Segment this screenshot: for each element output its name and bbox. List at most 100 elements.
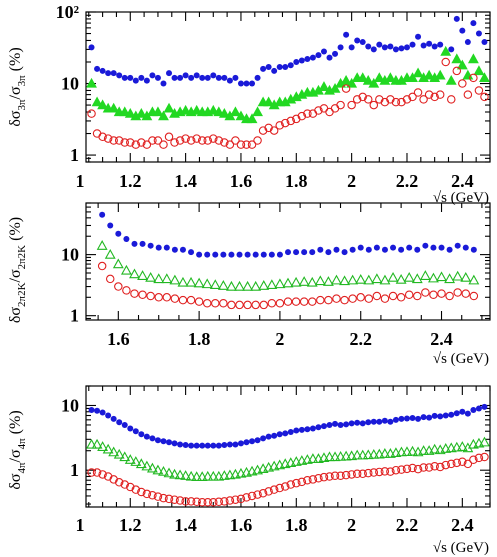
- data-point: [218, 107, 230, 118]
- data-point: [479, 436, 490, 447]
- data-point: [159, 493, 168, 503]
- data-point: [132, 428, 139, 435]
- x-tick-label: 2: [347, 171, 356, 191]
- data-point: [264, 123, 273, 133]
- data-point: [282, 64, 289, 71]
- data-point: [159, 140, 168, 149]
- y-axis-label-part: (%): [7, 217, 24, 245]
- data-point: [429, 290, 438, 300]
- data-point: [88, 407, 95, 414]
- data-point: [453, 288, 462, 297]
- x-tick-label: 1: [76, 515, 85, 535]
- y-tick-label: 1: [70, 460, 79, 480]
- data-point: [242, 140, 251, 149]
- data-point: [371, 273, 383, 284]
- data-point: [324, 451, 335, 462]
- data-point: [211, 298, 220, 308]
- data-point: [435, 90, 445, 99]
- data-point: [252, 106, 263, 117]
- data-point: [470, 407, 477, 414]
- data-point: [123, 236, 130, 243]
- x-tick-label: 2: [275, 329, 284, 349]
- data-point: [408, 92, 417, 102]
- data-point: [460, 271, 472, 282]
- plot-frame: [85, 11, 491, 163]
- data-point: [242, 280, 254, 291]
- series-filled-circle: [99, 211, 477, 258]
- data-point: [218, 470, 230, 480]
- data-point: [435, 462, 445, 472]
- x-tick-label: 2.4: [451, 171, 474, 191]
- data-point: [92, 129, 102, 138]
- data-point: [228, 251, 235, 258]
- data-point: [192, 134, 201, 143]
- data-point: [341, 249, 348, 256]
- y-tick-label: 10²: [56, 2, 79, 22]
- data-point: [127, 74, 134, 81]
- y-axis-label-part: /σ: [7, 449, 24, 462]
- data-point: [188, 74, 195, 81]
- data-point: [158, 110, 169, 121]
- data-point: [96, 240, 108, 250]
- data-point: [266, 279, 278, 289]
- data-point: [249, 438, 256, 445]
- data-point: [419, 270, 431, 280]
- data-point: [137, 270, 148, 280]
- data-point: [169, 468, 180, 479]
- data-point: [97, 261, 107, 271]
- data-point: [199, 442, 206, 449]
- data-point: [351, 449, 363, 460]
- data-point: [236, 494, 246, 504]
- data-point: [267, 298, 277, 308]
- data-point: [330, 471, 340, 481]
- data-point: [131, 140, 141, 149]
- data-point: [119, 106, 131, 117]
- data-point: [448, 46, 455, 53]
- data-point: [260, 65, 267, 72]
- data-point: [121, 74, 128, 81]
- data-point: [368, 77, 380, 88]
- data-point: [286, 116, 296, 126]
- data-point: [456, 59, 468, 70]
- data-point: [348, 294, 357, 303]
- data-point: [451, 441, 463, 452]
- data-point: [349, 246, 356, 253]
- data-point: [462, 244, 469, 251]
- data-point: [464, 410, 471, 417]
- data-point: [161, 273, 173, 284]
- series-open-circle: [87, 452, 489, 507]
- data-point: [370, 418, 377, 425]
- data-point: [119, 451, 131, 462]
- data-point: [145, 271, 157, 282]
- data-point: [335, 451, 347, 461]
- x-tick-label: 1.6: [107, 329, 130, 349]
- data-point: [162, 293, 172, 302]
- data-point: [210, 442, 217, 449]
- data-point: [440, 45, 452, 56]
- data-point: [317, 246, 324, 253]
- data-point: [469, 291, 479, 301]
- data-point: [437, 289, 446, 298]
- y-axis-label-part: 3π: [16, 75, 28, 87]
- data-point: [404, 290, 414, 300]
- data-point: [175, 136, 185, 145]
- data-point: [252, 251, 259, 258]
- data-point: [470, 20, 477, 27]
- data-point: [97, 99, 109, 110]
- data-point: [362, 74, 374, 85]
- data-point: [280, 482, 290, 491]
- data-point: [178, 295, 188, 305]
- data-point: [428, 272, 439, 283]
- data-point: [166, 439, 173, 446]
- y-axis-label-part: δσ: [7, 473, 24, 490]
- series-open-triangle: [86, 436, 490, 481]
- data-point: [402, 95, 412, 104]
- data-point: [247, 491, 257, 501]
- data-point: [102, 443, 114, 454]
- data-point: [250, 280, 262, 291]
- data-point: [247, 140, 257, 149]
- data-point: [308, 109, 318, 118]
- data-point: [196, 471, 208, 481]
